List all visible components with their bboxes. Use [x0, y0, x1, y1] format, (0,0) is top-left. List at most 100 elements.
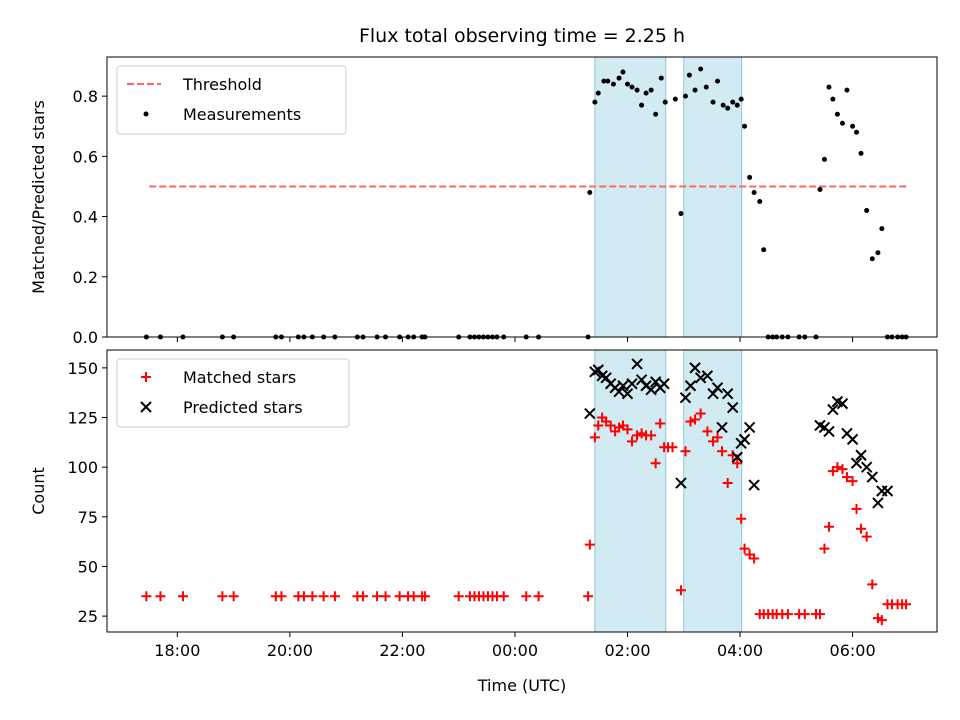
data-point: [453, 591, 464, 602]
data-point: [155, 591, 166, 602]
data-point: [643, 90, 649, 96]
data-point: [698, 66, 704, 72]
data-point: [358, 591, 369, 602]
data-point: [861, 531, 872, 542]
data-point: [703, 84, 709, 90]
y-tick-label: 0.2: [73, 268, 98, 287]
data-point: [600, 372, 612, 384]
data-point: [830, 96, 836, 102]
y-tick-label: 100: [67, 458, 98, 477]
legend-box: [116, 65, 347, 135]
data-point: [667, 442, 678, 453]
x-tick-label: 02:00: [604, 641, 650, 660]
data-point: [743, 421, 756, 434]
x-tick-label: 04:00: [717, 641, 763, 660]
data-point: [610, 81, 616, 87]
y-tick-label: 75: [78, 508, 98, 527]
data-point: [867, 579, 878, 590]
data-point: [613, 385, 625, 398]
data-point: [626, 378, 638, 390]
data-point: [658, 378, 670, 390]
data-point: [734, 102, 740, 108]
data-point: [622, 424, 633, 435]
data-point: [307, 591, 318, 602]
data-point: [817, 186, 823, 192]
legend-marker: [141, 372, 151, 382]
data-point: [584, 539, 595, 550]
x-tick-label: 06:00: [830, 641, 876, 660]
x-tick-label: 18:00: [154, 641, 200, 660]
data-point: [826, 84, 832, 90]
data-point: [844, 87, 850, 93]
y-tick-label: 25: [78, 607, 98, 626]
data-point: [646, 430, 657, 441]
legend-marker: [140, 401, 152, 413]
data-point: [851, 503, 862, 514]
data-point: [584, 407, 596, 420]
observing-window-1: [594, 56, 667, 338]
data-point: [689, 362, 701, 374]
data-point: [836, 397, 849, 410]
data-point: [408, 591, 419, 602]
data-point: [617, 380, 629, 392]
data-point: [823, 425, 835, 438]
data-point: [521, 591, 532, 602]
data-point: [720, 102, 726, 108]
data-point: [858, 150, 864, 156]
series-x: [584, 358, 894, 509]
data-point: [799, 609, 810, 620]
data-point: [712, 432, 723, 443]
data-point: [748, 479, 760, 491]
data-point: [625, 81, 631, 87]
observing-window-2: [683, 56, 743, 338]
data-point: [827, 403, 839, 416]
data-point: [702, 426, 713, 437]
data-point: [583, 591, 594, 602]
data-point: [380, 591, 391, 602]
data-point: [850, 123, 856, 129]
data-point: [682, 93, 688, 99]
data-point: [658, 75, 664, 81]
data-point: [722, 478, 733, 489]
y-tick-label: 125: [67, 409, 98, 428]
data-point: [629, 84, 635, 90]
legend-box: [116, 358, 350, 428]
data-point: [645, 384, 657, 396]
data-point: [692, 87, 698, 93]
legend-label: Matched stars: [183, 368, 296, 387]
y-axis-label: Count: [29, 467, 48, 515]
data-point: [653, 111, 659, 117]
panel-top: 0.0 0.2 0.4 0.6 0.8 Matched/Predicted stars Th…: [29, 56, 938, 347]
data-point: [589, 432, 600, 443]
data-point: [879, 226, 885, 232]
legend-label: Measurements: [183, 105, 301, 124]
data-point: [635, 374, 648, 386]
data-point: [587, 189, 593, 195]
data-point: [672, 96, 678, 102]
data-point: [881, 485, 894, 497]
data-point: [761, 247, 767, 253]
data-point: [717, 446, 728, 457]
x-axis-label: Time (UTC): [477, 676, 566, 695]
data-point: [869, 256, 875, 262]
data-point: [731, 451, 743, 463]
legend-label: Threshold: [182, 75, 262, 94]
data-point: [814, 609, 825, 620]
data-point: [298, 591, 309, 602]
data-point: [649, 376, 662, 388]
data-point: [684, 380, 697, 392]
data-point: [678, 211, 684, 217]
data-point: [834, 111, 840, 117]
data-point: [592, 99, 598, 105]
data-point: [847, 476, 858, 487]
data-point: [736, 513, 747, 524]
data-point: [680, 446, 691, 457]
data-point: [694, 372, 707, 384]
data-point: [177, 591, 188, 602]
data-point: [841, 472, 852, 483]
data-point: [620, 69, 626, 75]
data-point: [655, 418, 666, 429]
data-point: [757, 199, 763, 205]
data-point: [419, 591, 430, 602]
